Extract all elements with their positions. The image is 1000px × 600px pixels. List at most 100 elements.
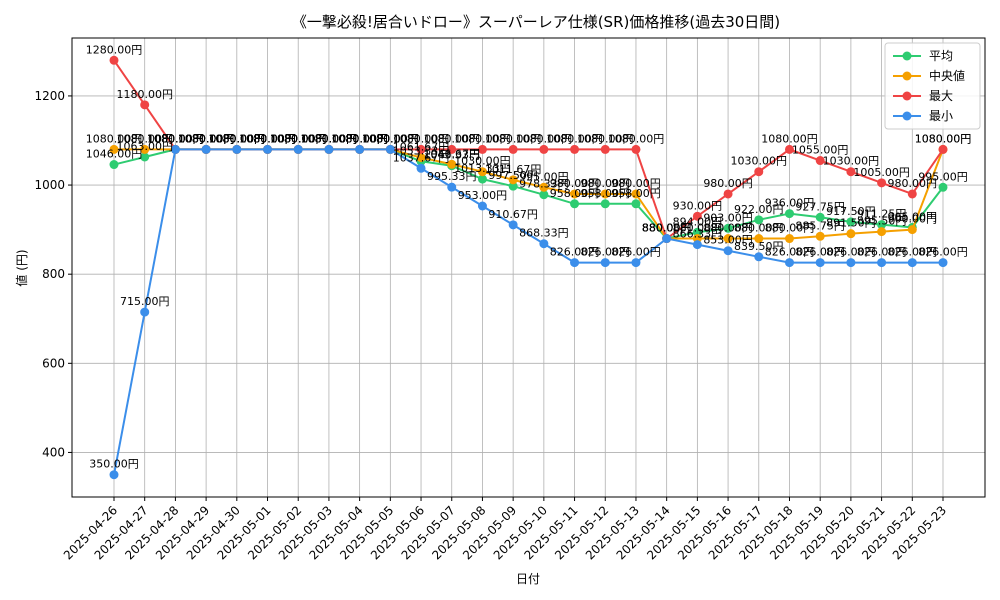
data-label: 1080.00円 [270,132,327,145]
data-label: 1080.00円 [362,132,419,145]
data-label: 1013.33円 [454,162,511,175]
data-point [385,144,395,154]
data-label: 995.00円 [519,170,569,183]
data-label: 980.00円 [550,177,600,190]
data-label: 1080.00円 [209,132,266,145]
y-axis-ticks: 400 600 800 1000 1200 [34,89,72,459]
data-point [846,229,856,239]
data-label: 1080.00円 [423,132,480,145]
data-point [815,231,825,241]
data-label: 980.00円 [611,177,661,190]
data-point [570,199,580,209]
data-point [815,258,825,268]
data-label: 1080.00円 [178,132,235,145]
data-point [846,258,856,268]
data-label: 880.00円 [642,222,692,235]
data-label: 1080.00円 [116,132,173,145]
data-point [600,258,610,268]
legend-entry: 最大 [929,89,953,103]
data-point [508,181,518,191]
data-label: 1080.00円 [239,132,296,145]
data-label: 895.50円 [857,215,907,228]
data-label: 900.00円 [888,213,938,226]
data-label: 1063.00円 [116,140,173,153]
data-point [938,182,948,192]
data-point [570,144,580,154]
data-point [416,153,426,163]
data-label: 1055.00円 [792,144,849,157]
data-label: 905.00円 [888,210,938,223]
data-label: 880.00円 [703,222,753,235]
data-point [477,167,487,177]
data-label: 995.33円 [427,170,477,183]
data-label: 936.00円 [765,197,815,210]
data-point [784,209,794,219]
data-label: 1080.00円 [239,132,296,145]
data-point [877,220,887,230]
data-label: 350.00円 [89,458,139,471]
legend-entry: 中央値 [929,68,965,83]
data-label: 1080.00円 [178,132,235,145]
data-label: 826.00円 [857,246,907,259]
data-point [784,144,794,154]
legend-swatch-marker [902,71,912,81]
data-label: 1080.00円 [516,132,573,145]
data-label: 1030.00円 [731,155,788,168]
data-point [877,178,887,188]
data-label: 1046.67円 [423,147,480,160]
data-label: 1080.00円 [331,132,388,145]
legend-entry: 最小 [929,109,953,123]
data-point [232,144,242,154]
data-point [539,239,549,249]
data-label: 1011.67円 [485,163,542,176]
data-point [109,55,119,65]
data-label: 917.50円 [826,205,876,218]
data-point [600,144,610,154]
data-point [784,234,794,244]
data-label: 1080.00円 [362,132,419,145]
data-label: 1080.00円 [546,132,603,145]
data-point [877,227,887,237]
data-point [600,189,610,199]
y-tick-label: 600 [42,356,65,370]
legend-swatch-marker [902,111,912,121]
data-point [907,258,917,268]
data-point [140,100,150,110]
data-label: 826.00円 [581,246,631,259]
data-label: 1080.00円 [86,132,143,145]
data-point [907,225,917,235]
data-label: 930.00円 [673,199,723,212]
data-point [662,234,672,244]
plot-frame [71,37,986,498]
legend-entry: 平均 [929,49,953,63]
data-label: 1061.67円 [393,141,450,154]
data-point [938,144,948,154]
y-tick-label: 800 [42,267,65,281]
data-point [140,152,150,162]
data-label: 1080.00円 [178,132,235,145]
data-label: 1080.00円 [331,132,388,145]
data-label: 868.33円 [519,227,569,240]
data-label: 1080.00円 [761,132,818,145]
data-point [477,174,487,184]
data-point [754,252,764,262]
data-label: 1080.00円 [454,132,511,145]
data-point [846,167,856,177]
data-point [293,144,303,154]
data-point [109,470,119,480]
data-point [600,199,610,209]
data-label: 1080.00円 [178,132,235,145]
data-point [631,144,641,154]
data-point [754,167,764,177]
data-point [723,189,733,199]
data-label: 995.00円 [918,170,968,183]
data-point [631,199,641,209]
data-label: 1080.00円 [915,132,972,145]
data-label: 980.00円 [581,177,631,190]
data-label: 891.50円 [826,217,876,230]
data-label: 1030.00円 [823,155,880,168]
data-point [754,215,764,225]
data-label: 853.00円 [703,234,753,247]
